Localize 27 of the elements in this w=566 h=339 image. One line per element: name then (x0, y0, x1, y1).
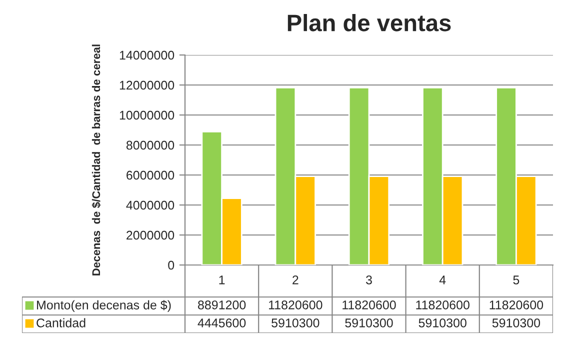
data-label: 5910300 (492, 318, 540, 328)
data-label: 11820600 (416, 300, 470, 310)
y-tick-label: 12000000 (120, 80, 174, 90)
chart-title: Plan de ventas (288, 14, 451, 32)
y-tick-label: 0 (168, 260, 174, 270)
data-label: 11820600 (342, 300, 396, 310)
legend-label: Cantidad (36, 318, 86, 328)
data-label: 5910300 (345, 318, 393, 328)
x-tick-label: 2 (292, 276, 298, 284)
y-tick-label: 6000000 (126, 170, 174, 180)
x-tick-label: 1 (219, 276, 225, 284)
data-label: 11820600 (490, 300, 544, 310)
legend-label: Monto(en decenas de $) (37, 300, 171, 312)
y-tick-label: 2000000 (126, 230, 174, 240)
y-tick-label: 14000000 (120, 50, 174, 60)
x-tick-label: 5 (513, 276, 520, 284)
data-label: 8891200 (198, 300, 246, 310)
y-tick-label: 10000000 (120, 110, 174, 120)
data-label: 11820600 (269, 300, 322, 310)
data-label: 5910300 (418, 318, 466, 328)
y-tick-label: 8000000 (126, 140, 174, 150)
y-tick-label: 4000000 (126, 200, 174, 210)
data-label: 4445600 (198, 318, 246, 328)
x-tick-label: 3 (366, 276, 372, 284)
x-tick-label: 4 (439, 276, 446, 284)
y-axis-title: Decenas de $/Cantidad de barras de cereal (92, 44, 101, 276)
data-label: 5910300 (272, 318, 320, 328)
